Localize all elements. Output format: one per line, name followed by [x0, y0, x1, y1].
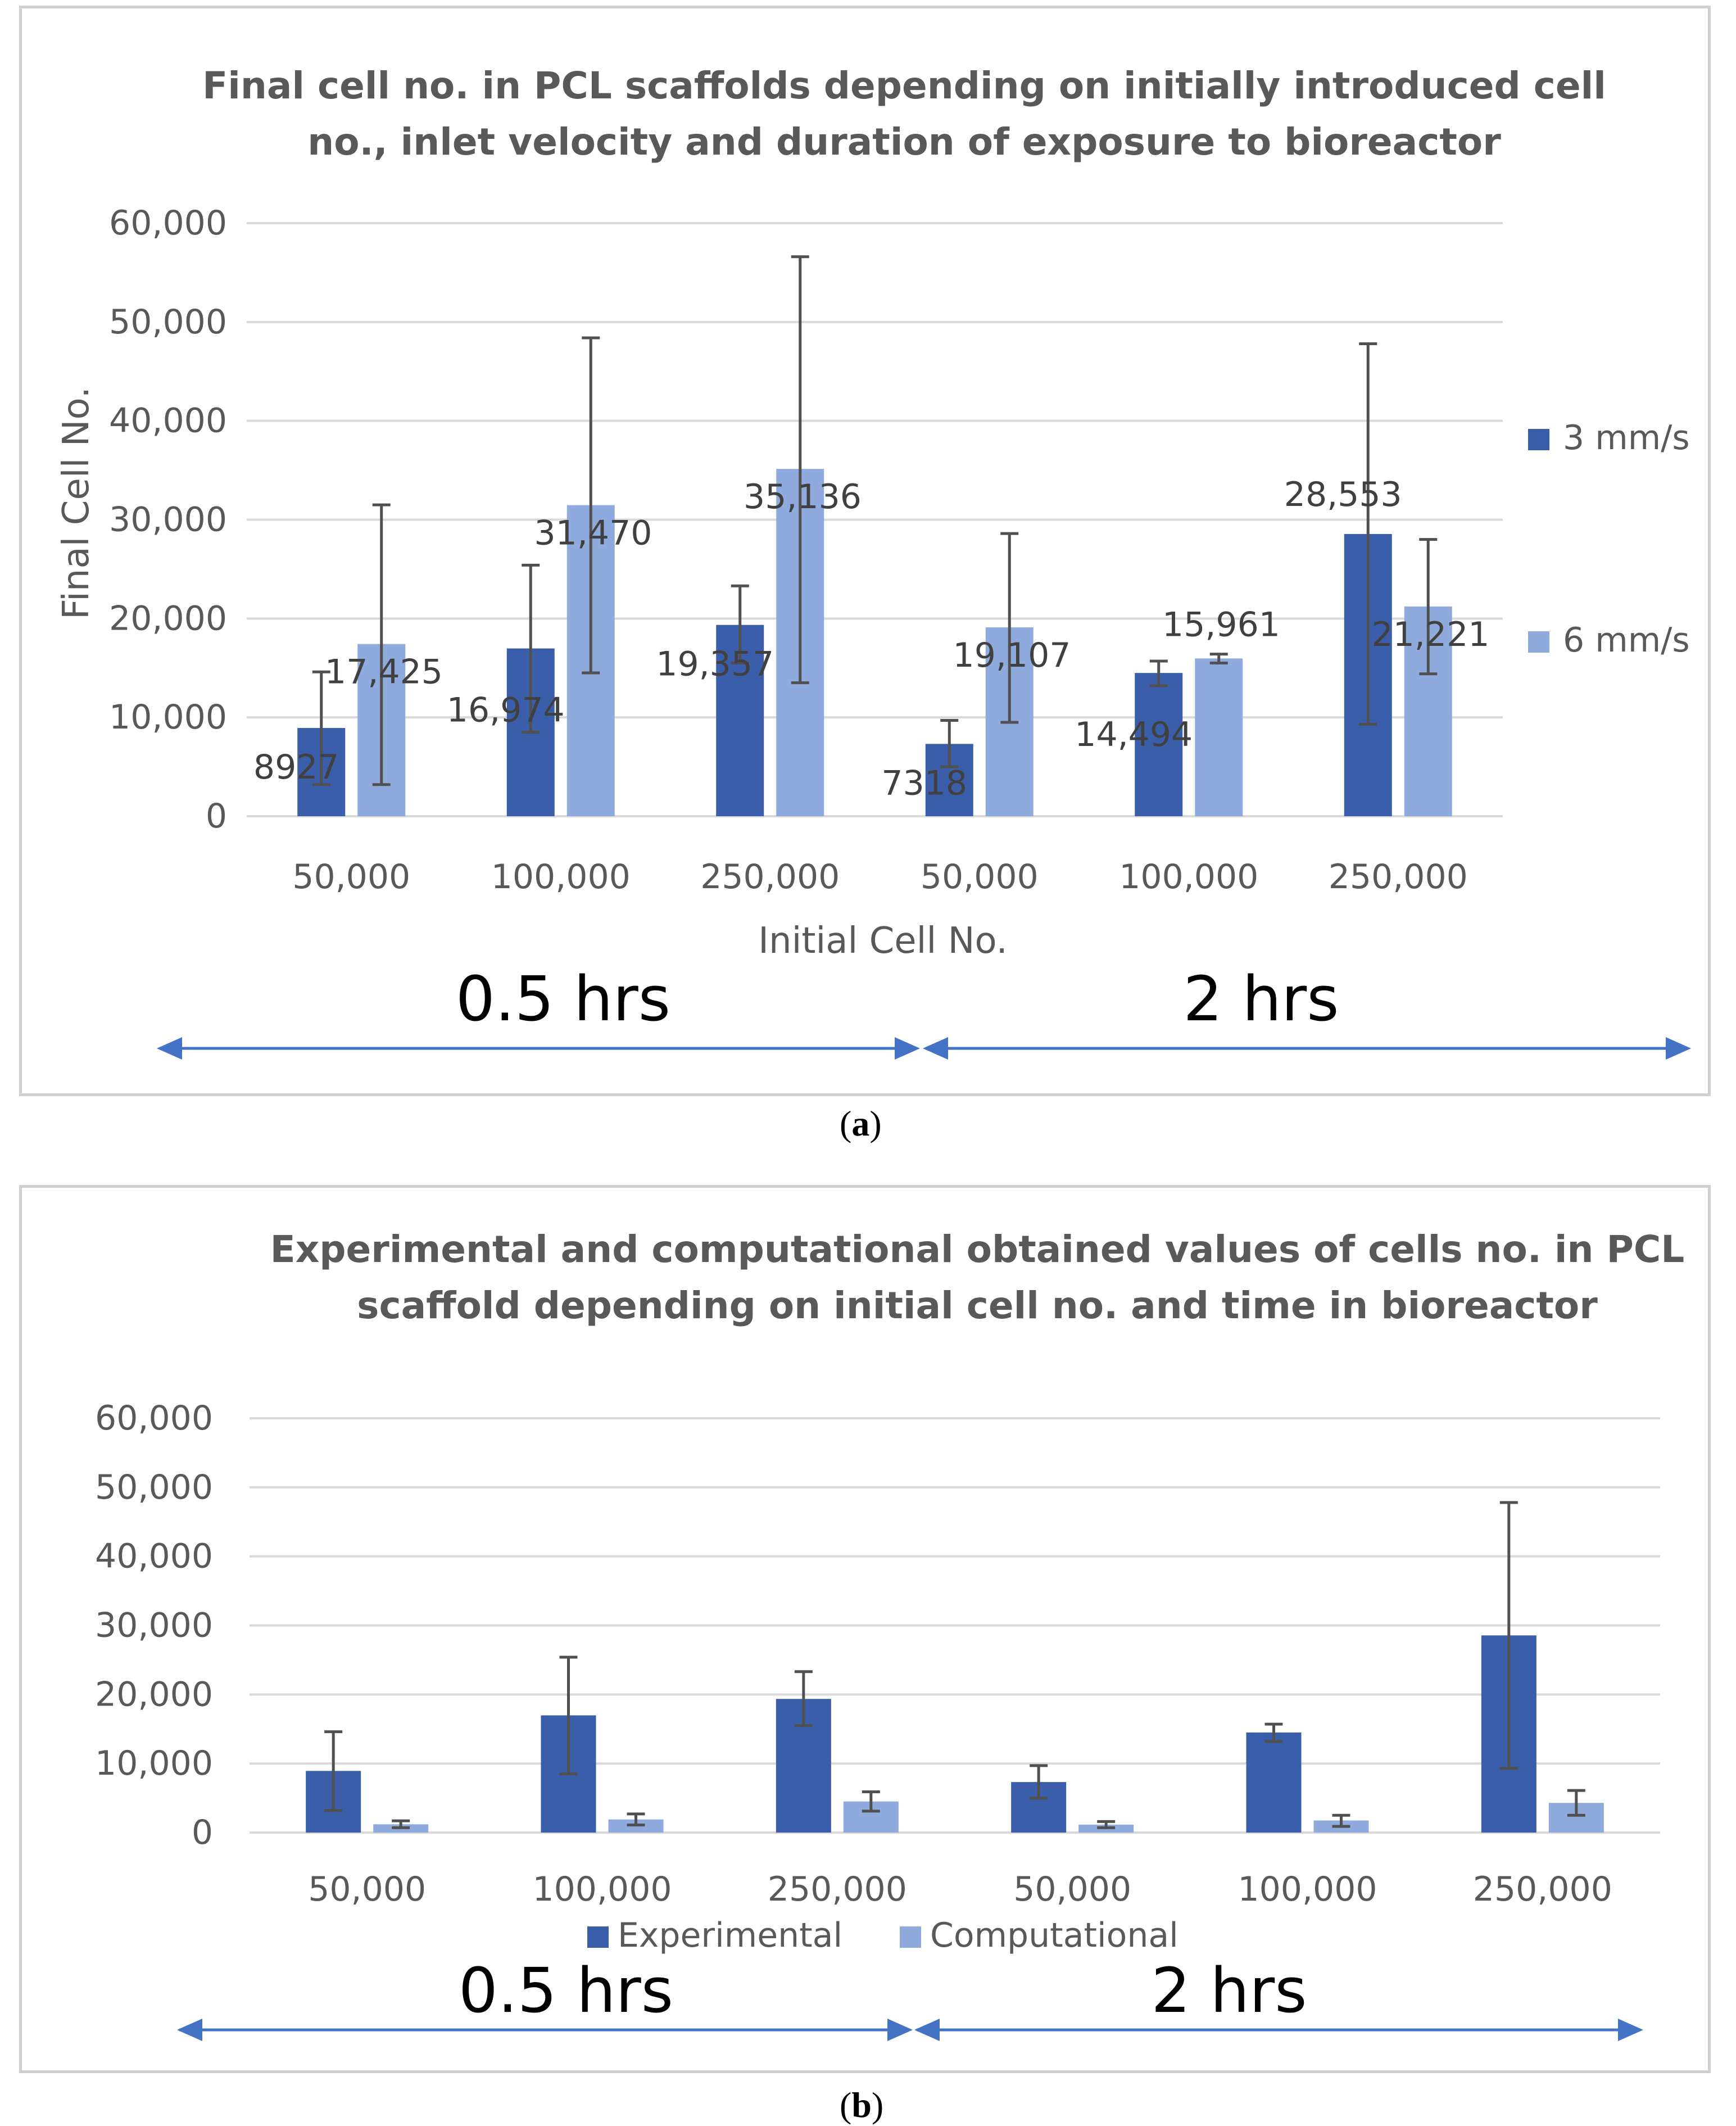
y-tick-label: 0 — [206, 797, 227, 836]
chart-panel-a: Final cell no. in PCL scaffolds dependin… — [19, 6, 1711, 1096]
error-bar — [794, 1670, 813, 1727]
y-tick-label: 40,000 — [95, 1537, 213, 1576]
chart-a-svg: Final cell no. in PCL scaffolds dependin… — [56, 64, 1691, 1060]
data-label: 14,494 — [1075, 715, 1193, 754]
caption-a: (a) — [840, 1103, 882, 1143]
chart-a-title-line-1: Final cell no. in PCL scaffolds dependin… — [202, 64, 1606, 107]
data-label: 15,961 — [1162, 605, 1280, 644]
legend-swatch-experimental — [587, 1926, 609, 1948]
error-bar — [1030, 1764, 1048, 1800]
chart-b-title-line-2: scaffold depending on initial cell no. a… — [357, 1284, 1598, 1327]
caption-b: (b) — [840, 2085, 884, 2125]
y-tick-label: 30,000 — [95, 1606, 213, 1645]
error-bar — [1000, 532, 1019, 724]
error-bar — [324, 1730, 343, 1812]
legend-swatch-computational — [900, 1926, 921, 1948]
legend-label-experimental: Experimental — [618, 1916, 842, 1955]
bar — [1195, 658, 1243, 816]
error-bar — [1264, 1722, 1283, 1743]
bar — [1246, 1732, 1302, 1833]
chart-a-x-axis-title: Initial Cell No. — [758, 920, 1008, 962]
x-tick-label: 100,000 — [1119, 857, 1258, 897]
data-label: 7318 — [881, 763, 967, 803]
chart-b-group-label-2hrs: 2 hrs — [1151, 1955, 1307, 2027]
error-bar — [559, 1655, 578, 1776]
legend-swatch-3mms — [1528, 429, 1549, 450]
error-bar — [1097, 1820, 1116, 1829]
x-tick-label: 250,000 — [768, 1870, 907, 1909]
legend-label-6mms: 6 mm/s — [1563, 621, 1690, 660]
error-bar — [1149, 659, 1168, 687]
error-bar — [627, 1812, 645, 1826]
error-bar — [862, 1790, 880, 1813]
x-tick-label: 250,000 — [700, 857, 840, 897]
x-tick-label: 250,000 — [1473, 1870, 1612, 1909]
legend-label-3mms: 3 mm/s — [1563, 418, 1690, 458]
y-tick-label: 50,000 — [95, 1468, 213, 1507]
error-bar — [522, 563, 540, 734]
chart-panel-b: Experimental and computational obtained … — [19, 1185, 1711, 2073]
x-tick-label: 50,000 — [308, 1870, 426, 1909]
data-label: 8927 — [253, 748, 339, 787]
x-tick-label: 100,000 — [1238, 1870, 1377, 1909]
data-label: 31,470 — [534, 514, 652, 553]
chart-a-duration-arrows — [157, 1037, 1691, 1060]
x-tick-label: 50,000 — [1013, 1870, 1131, 1909]
error-bar — [312, 670, 330, 786]
x-tick-label: 100,000 — [532, 1870, 672, 1909]
data-label: 28,553 — [1284, 475, 1402, 514]
error-bar — [731, 584, 749, 664]
y-tick-label: 0 — [192, 1813, 213, 1852]
data-label: 21,221 — [1372, 615, 1490, 654]
y-tick-label: 10,000 — [95, 1744, 213, 1783]
chart-a-y-axis-title: Final Cell No. — [56, 387, 97, 619]
error-bar — [1332, 1813, 1350, 1828]
data-label: 35,136 — [744, 477, 862, 517]
x-tick-label: 50,000 — [921, 857, 1039, 897]
data-label: 16,974 — [447, 691, 565, 730]
error-bar — [1209, 653, 1228, 664]
error-bar — [791, 255, 809, 685]
error-bar — [1419, 538, 1438, 676]
chart-b-title-line-1: Experimental and computational obtained … — [270, 1228, 1685, 1271]
chart-a-group-label-0-5hrs: 0.5 hrs — [456, 963, 670, 1035]
legend-swatch-6mms — [1528, 631, 1549, 653]
error-bar — [940, 718, 959, 768]
chart-a-group-label-2hrs: 2 hrs — [1183, 963, 1339, 1035]
legend-label-computational: Computational — [930, 1916, 1179, 1955]
y-tick-label: 10,000 — [109, 698, 227, 737]
error-bar — [582, 336, 600, 675]
error-bar — [372, 503, 391, 786]
y-tick-label: 60,000 — [95, 1399, 213, 1438]
error-bar — [1499, 1501, 1518, 1770]
chart-b-svg: Experimental and computational obtained … — [95, 1228, 1685, 2041]
error-bar — [1359, 342, 1377, 726]
chart-a-title-line-2: no., inlet velocity and duration of expo… — [307, 120, 1501, 164]
error-bar — [392, 1819, 410, 1829]
x-tick-label: 250,000 — [1329, 857, 1468, 897]
chart-b-group-label-0-5hrs: 0.5 hrs — [459, 1955, 673, 2027]
chart-b-duration-arrows — [177, 2019, 1643, 2041]
y-tick-label: 20,000 — [109, 599, 227, 638]
y-tick-label: 60,000 — [109, 203, 227, 243]
bar — [1135, 673, 1183, 816]
data-label: 19,357 — [656, 645, 774, 684]
x-tick-label: 50,000 — [292, 857, 410, 897]
error-bar — [1567, 1789, 1585, 1817]
y-tick-label: 40,000 — [109, 401, 227, 441]
data-label: 19,107 — [953, 636, 1071, 675]
data-label: 17,425 — [325, 653, 443, 692]
y-tick-label: 20,000 — [95, 1675, 213, 1714]
y-tick-label: 50,000 — [109, 302, 227, 342]
x-tick-label: 100,000 — [491, 857, 631, 897]
y-tick-label: 30,000 — [109, 500, 227, 540]
